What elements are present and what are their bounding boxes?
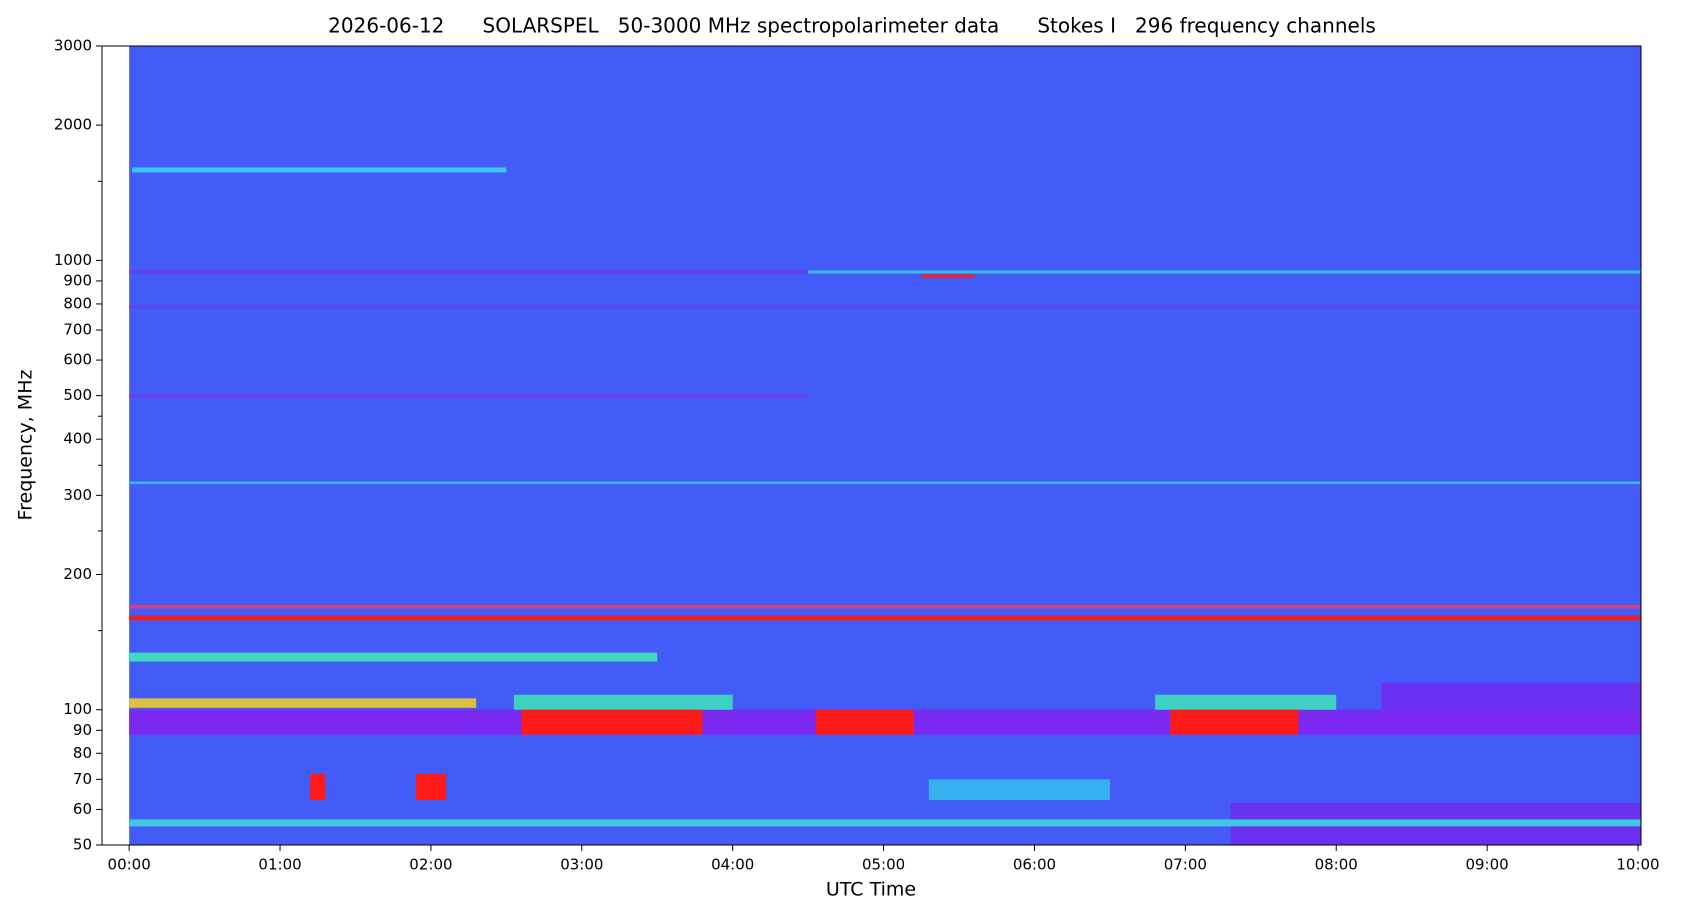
spectrum-patch: [132, 167, 507, 173]
y-tick-label: 80: [73, 744, 92, 762]
spectrum-patch: [1155, 694, 1337, 710]
y-tick-label: 700: [63, 320, 92, 338]
x-tick-label: 07:00: [1164, 856, 1207, 874]
spectrum-patch: [129, 305, 1642, 309]
spectrum-patch: [521, 709, 703, 735]
spectrum-patch: [513, 694, 733, 710]
y-tick-label: 3000: [54, 37, 92, 55]
y-tick-label: 400: [63, 430, 92, 448]
chart-title: 2026-06-12 SOLARSPEL 50-3000 MHz spectro…: [328, 14, 1376, 38]
y-tick-label: 100: [63, 700, 92, 718]
y-tick-label: 600: [63, 351, 92, 369]
y-axis-label: Frequency, MHz: [15, 370, 37, 521]
spectrum-patch: [129, 481, 1642, 484]
y-tick-label: 50: [73, 836, 92, 854]
x-tick-label: 06:00: [1013, 856, 1056, 874]
spectrum-patch: [921, 274, 975, 278]
spectrum-patch: [1170, 709, 1299, 735]
spectrum-patch: [928, 779, 1110, 800]
x-axis-label: UTC Time: [826, 879, 916, 901]
spectrum-patch: [1381, 682, 1641, 710]
spectrum-patch: [129, 652, 658, 662]
spectrum-patch: [129, 819, 1642, 827]
spectrum-patch: [129, 698, 477, 708]
y-tick-label: 2000: [54, 116, 92, 134]
x-tick-label: 08:00: [1315, 856, 1358, 874]
plot-frame: [101, 45, 1642, 846]
spectrum-patch: [129, 270, 809, 274]
y-tick-label: 900: [63, 271, 92, 289]
x-tick-label: 10:00: [1616, 856, 1659, 874]
y-tick-label: 200: [63, 565, 92, 583]
spectrum-patch: [815, 709, 914, 735]
x-tick-label: 00:00: [108, 856, 151, 874]
spectrum-patch: [129, 605, 1642, 609]
x-tick-label: 02:00: [409, 856, 452, 874]
y-tick-label: 70: [73, 770, 92, 788]
y-tick-label: 1000: [54, 251, 92, 269]
y-tick-label: 500: [63, 386, 92, 404]
y-tick-label: 90: [73, 721, 92, 739]
x-tick-label: 04:00: [711, 856, 754, 874]
spectrum-patch: [808, 270, 1641, 274]
spectrum-patch: [310, 773, 326, 800]
x-tick-label: 09:00: [1465, 856, 1508, 874]
x-tick-label: 01:00: [258, 856, 301, 874]
y-tick-label: 60: [73, 800, 92, 818]
y-tick-label: 300: [63, 486, 92, 504]
spectrum-patch: [129, 393, 809, 398]
spectrum-patch: [415, 773, 447, 800]
spectrum-patch: [129, 615, 1642, 621]
x-tick-label: 05:00: [862, 856, 905, 874]
x-tick-label: 03:00: [560, 856, 603, 874]
y-tick-label: 800: [63, 294, 92, 312]
